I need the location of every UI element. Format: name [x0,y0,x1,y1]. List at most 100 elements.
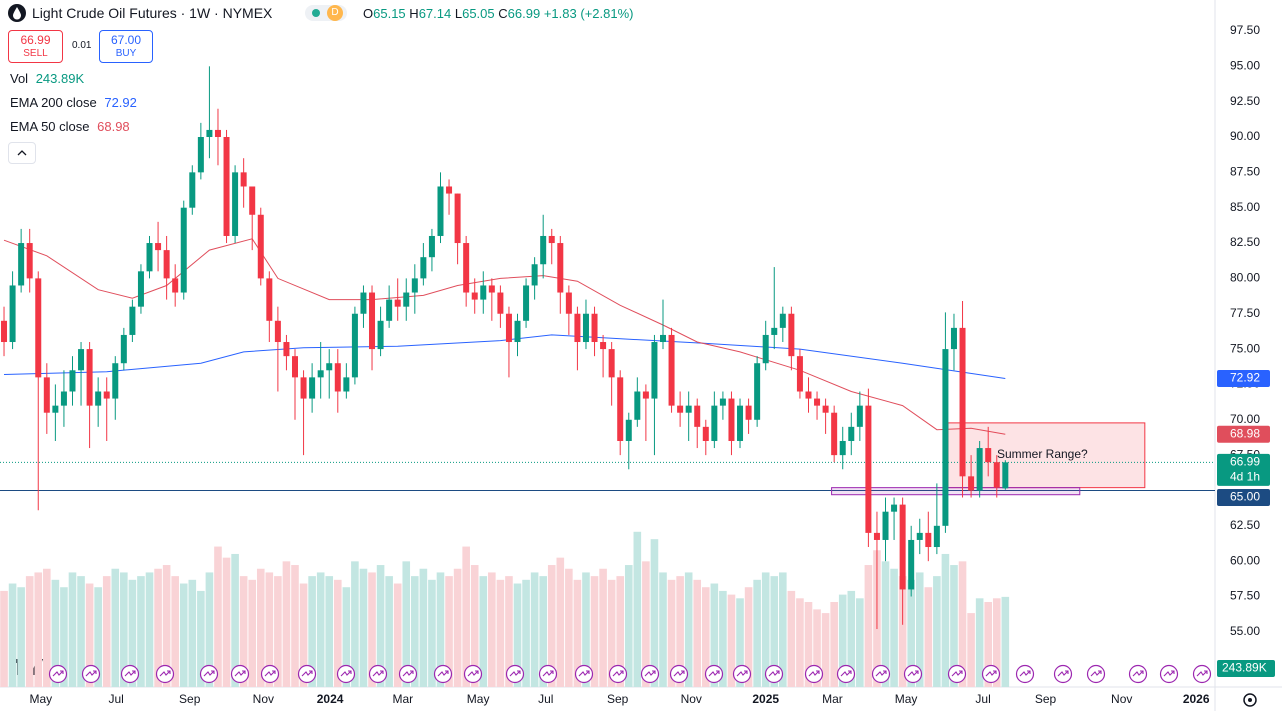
hline-axis-label: 65.00 [1230,490,1260,504]
candle-body [531,264,538,286]
sell-price: 66.99 [20,33,51,47]
volume-bar [51,579,60,687]
candle-body [334,363,341,392]
event-arrow [736,670,748,677]
event-arrow [985,670,997,677]
volume-bar [684,572,693,687]
candle-body [471,292,478,300]
volume-bar [830,602,838,687]
event-icon [732,664,752,684]
volume-bar [505,576,513,687]
candle-body [480,285,487,300]
y-tick-label: 55.00 [1230,624,1260,638]
candle-body [925,532,932,548]
volume-bar [547,565,556,687]
candle-body [343,377,350,392]
ohlc-label: L [454,6,463,21]
volume-bar [171,576,179,687]
volume-bar [308,576,316,687]
candle-body [617,377,624,441]
event-arrow [264,670,276,677]
x-tick-label: Mar [822,692,843,706]
candle-body [514,320,521,343]
volume-bar [274,576,282,687]
candle-body [634,391,641,420]
candle-body [968,476,975,491]
candle-body [137,271,144,307]
candle-body [831,412,838,456]
event-icon [1192,664,1212,684]
event-arrow [1019,670,1031,677]
candle-body [18,243,25,286]
volume-bar [659,572,667,687]
volume-bar [162,565,171,687]
candle-body [411,278,418,293]
event-icon [669,664,689,684]
y-tick-label: 82.50 [1230,235,1260,249]
candle-body [377,320,384,350]
event-icon [199,664,219,684]
candle-body [608,349,615,378]
volume-bar [43,568,51,687]
y-tick-label: 95.00 [1230,58,1260,72]
ema-legend: EMA 50 close 68.98 [10,119,130,134]
x-tick-label: Nov [253,692,274,706]
buy-button[interactable]: 67.00 BUY [99,30,153,63]
candle-body [240,172,247,187]
volume-bar [479,576,488,687]
candle-body [865,405,872,533]
y-tick-label: 85.00 [1230,200,1260,214]
event-arrow [124,670,136,677]
x-tick-label: Jul [108,692,123,706]
volume-bar [915,572,924,687]
chevron-icon [17,150,27,156]
volume-bar [958,561,967,687]
range-zone [831,487,1081,496]
event-arrow [542,670,554,677]
volume-bar [967,613,975,687]
candle-body [249,186,256,215]
volume-bar [907,579,915,687]
candle-body [814,398,821,406]
buy-label: BUY [115,48,137,59]
volume-bar [992,598,1001,687]
candle-body [463,243,470,293]
volume-bar [325,576,334,687]
event-arrow [1090,670,1102,677]
ohlc-label: O [363,6,374,21]
symbol-title: Light Crude Oil Futures · 1W · NYMEX [32,5,273,21]
candle-body [232,172,239,236]
candle-body [9,285,16,343]
volume-bar [402,561,411,687]
settings-icon[interactable] [1243,693,1257,707]
volume-bar [984,602,993,687]
candle-body [129,306,136,335]
symbol-icon [8,4,26,22]
event-arrow [875,670,887,677]
volume-bar [624,565,633,687]
change: +1.83 [543,6,577,21]
candle-body [1,320,8,343]
event-arrow [673,670,685,677]
legend-name: EMA 50 close [10,119,90,134]
candle-body [702,426,709,441]
event-icon [260,664,280,684]
candle-body [394,299,401,307]
volume-bar [890,568,898,687]
volume-bar [761,572,770,687]
volume-bar [804,602,813,687]
volume-bar [667,579,676,687]
event-arrow [951,670,963,677]
volume-bar [838,594,847,687]
collapse-button[interactable] [8,142,36,164]
volume-bar [256,568,265,687]
sell-button[interactable]: 66.99 SELL [8,30,63,63]
y-tick-label: 97.50 [1230,23,1260,37]
volume-bar [445,576,453,687]
candle-body [796,356,803,392]
volume-bar [565,568,573,687]
volume-bar [411,576,419,687]
event-arrow [578,670,590,677]
ema-legend: EMA 200 close 72.92 [10,95,137,110]
event-icon [398,664,418,684]
